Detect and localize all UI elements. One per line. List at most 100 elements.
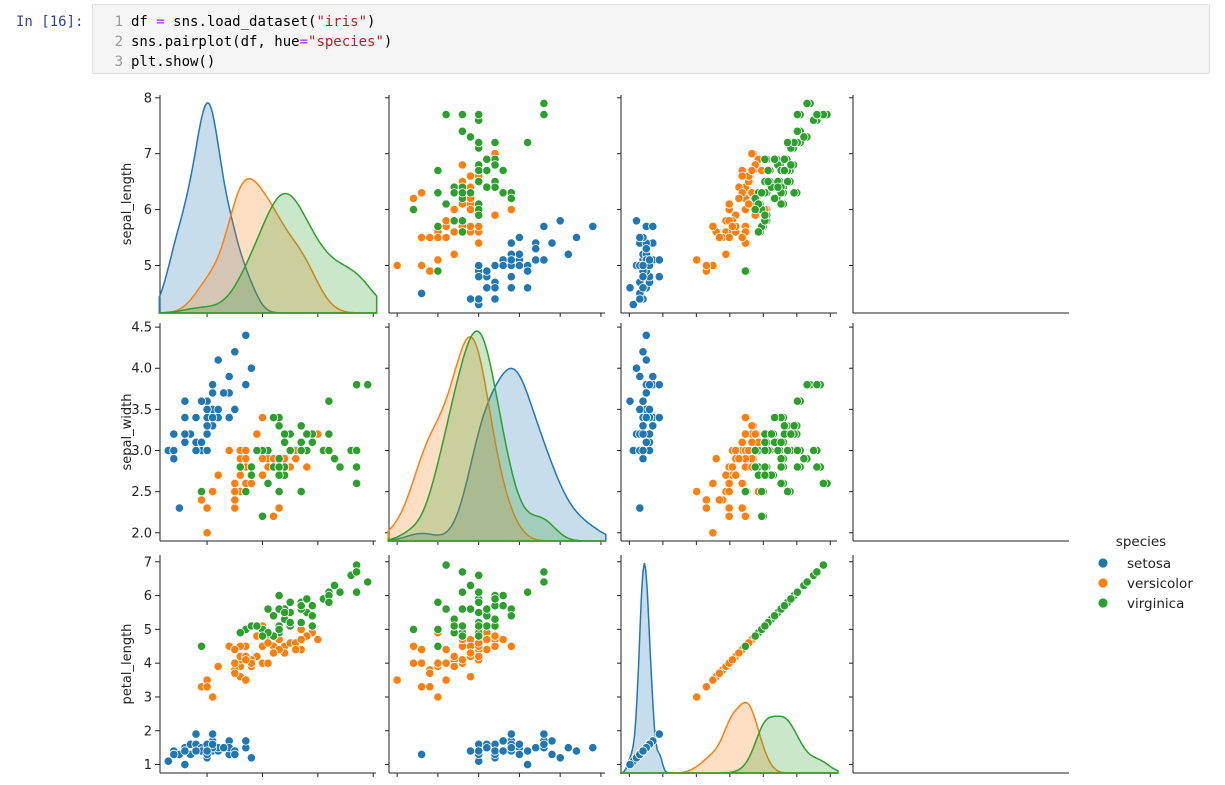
point-virginica <box>766 429 777 439</box>
y-tick-label: 6 <box>144 203 152 218</box>
point-setosa <box>169 749 179 760</box>
point-versicolor <box>727 655 738 665</box>
point-setosa <box>482 743 492 753</box>
point-versicolor <box>252 429 262 439</box>
point-virginica <box>786 429 796 439</box>
point-setosa <box>638 454 648 464</box>
code-token: sns.pairplot(df, hue <box>131 34 300 50</box>
point-setosa <box>202 404 212 414</box>
point-virginica <box>296 486 306 497</box>
point-virginica <box>773 445 783 456</box>
point-versicolor <box>701 260 712 271</box>
point-virginica <box>760 470 770 480</box>
point-setosa <box>208 412 218 423</box>
point-virginica <box>792 587 803 597</box>
point-setosa <box>635 503 645 513</box>
point-virginica <box>769 193 780 203</box>
point-virginica <box>296 437 306 447</box>
point-virginica <box>539 110 549 120</box>
point-virginica <box>252 445 262 456</box>
point-virginica <box>799 132 809 142</box>
point-setosa <box>498 736 508 746</box>
point-virginica <box>769 412 780 423</box>
point-versicolor <box>213 470 223 480</box>
point-virginica <box>296 421 306 431</box>
point-versicolor <box>230 503 240 513</box>
point-setosa <box>246 363 256 373</box>
point-setosa <box>230 749 240 760</box>
point-virginica <box>285 445 295 456</box>
point-versicolor <box>263 638 273 648</box>
point-virginica <box>246 462 256 472</box>
point-versicolor <box>268 648 279 658</box>
point-setosa <box>547 736 557 746</box>
point-virginica <box>760 445 770 456</box>
point-setosa <box>638 421 648 431</box>
point-versicolor <box>425 266 435 276</box>
point-virginica <box>792 445 803 456</box>
point-versicolor <box>465 221 476 231</box>
point-virginica <box>196 641 207 651</box>
point-virginica <box>539 567 549 577</box>
point-versicolor <box>724 478 734 488</box>
code-token: df <box>131 14 157 30</box>
point-versicolor <box>441 644 451 655</box>
point-virginica <box>792 126 803 136</box>
point-versicolor <box>416 658 427 668</box>
kde-virginica <box>387 330 606 542</box>
point-versicolor <box>701 495 712 505</box>
point-versicolor <box>714 495 725 505</box>
point-versicolor <box>213 661 223 672</box>
point-versicolor <box>708 528 718 538</box>
code-cell[interactable]: 1 df = sns.load_dataset("iris") 2 sns.pairp… <box>92 4 1210 74</box>
point-versicolor <box>692 486 702 497</box>
point-setosa <box>641 412 651 423</box>
cell-prompt: In [16]: <box>16 14 84 30</box>
point-virginica <box>474 607 484 618</box>
point-versicolor <box>291 644 301 655</box>
point-setosa <box>555 753 565 763</box>
point-virginica <box>773 182 783 192</box>
point-virginica <box>274 421 284 431</box>
point-virginica <box>482 604 492 614</box>
y-tick-label: 1 <box>144 758 152 773</box>
point-setosa <box>514 749 525 760</box>
point-setosa <box>490 294 500 304</box>
line-number: 1 <box>114 14 123 30</box>
kde-virginica <box>620 715 839 774</box>
point-versicolor <box>416 260 427 271</box>
y-axis-title: sepal_length <box>120 163 135 246</box>
point-virginica <box>329 454 340 464</box>
point-setosa <box>219 743 229 753</box>
point-virginica <box>812 567 822 577</box>
point-versicolor <box>433 255 443 265</box>
point-virginica <box>474 597 484 607</box>
point-virginica <box>433 266 443 276</box>
point-versicolor <box>724 503 734 513</box>
point-virginica <box>307 621 317 631</box>
point-setosa <box>202 746 212 756</box>
point-setosa <box>514 232 525 243</box>
point-virginica <box>457 631 467 641</box>
point-virginica <box>196 486 207 497</box>
point-virginica <box>776 462 786 472</box>
point-virginica <box>522 137 533 148</box>
y-tick-label: 5 <box>144 623 152 638</box>
point-virginica <box>329 580 340 591</box>
point-virginica <box>779 601 790 611</box>
point-virginica <box>433 624 443 635</box>
kde-virginica <box>158 192 378 314</box>
legend-label-virginica: virginica <box>1127 596 1184 612</box>
y-tick-label: 2.0 <box>131 526 152 541</box>
code-token: "species" <box>308 34 384 50</box>
point-virginica <box>351 478 362 488</box>
point-setosa <box>241 330 251 340</box>
point-virginica <box>740 641 751 651</box>
point-versicolor <box>740 429 751 439</box>
point-versicolor <box>721 249 731 259</box>
point-virginica <box>457 216 467 226</box>
point-virginica <box>792 462 803 472</box>
point-virginica <box>812 110 822 120</box>
point-setosa <box>163 756 173 766</box>
code-line: 1 df = sns.load_dataset("iris") <box>93 12 376 32</box>
